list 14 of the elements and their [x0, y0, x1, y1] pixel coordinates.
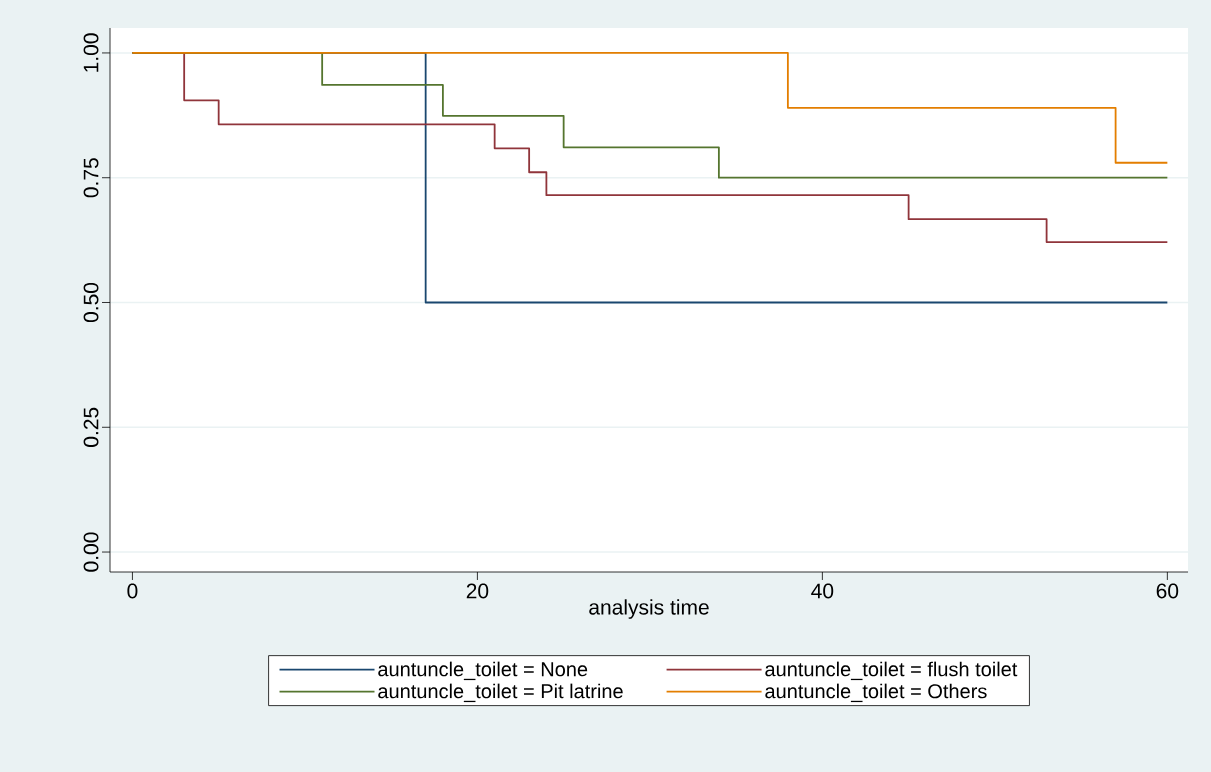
y-tick-label: 0.00 [83, 532, 99, 572]
x-tick-label: 40 [811, 583, 834, 599]
legend-label: auntuncle_toilet = flush toilet [765, 661, 1018, 681]
legend-label: auntuncle_toilet = Pit latrine [378, 683, 623, 703]
y-tick-label: 1.00 [83, 33, 99, 72]
legend-label: auntuncle_toilet = Others [765, 683, 987, 703]
y-tick-label: 0.25 [83, 407, 99, 447]
x-tick-label: 20 [466, 583, 489, 599]
x-axis-title: analysis time [589, 599, 709, 619]
x-tick-label: 60 [1156, 583, 1179, 599]
y-tick-label: 0.75 [83, 158, 99, 198]
legend-label: auntuncle_toilet = None [378, 661, 588, 681]
x-tick-label: 0 [127, 583, 138, 599]
y-tick-label: 0.50 [83, 282, 99, 323]
